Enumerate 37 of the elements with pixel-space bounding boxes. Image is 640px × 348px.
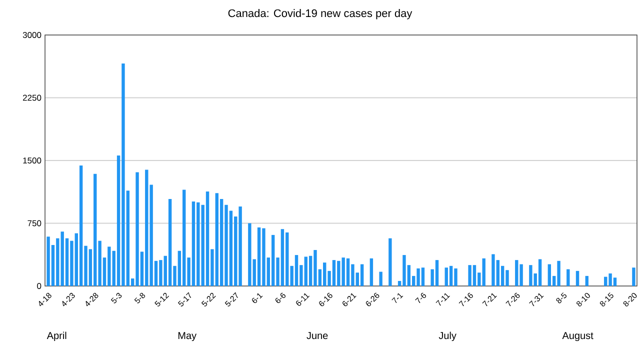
- y-tick-label: 3000: [22, 32, 42, 38]
- bar: [585, 276, 588, 286]
- bar: [360, 264, 364, 286]
- y-tick-label: 1500: [23, 157, 42, 164]
- y-tick-label: 0: [37, 282, 42, 289]
- x-tick-label: 7-1: [392, 293, 404, 304]
- bar: [576, 270, 580, 286]
- x-tick-label: 6-11: [296, 293, 310, 306]
- text: May: [178, 332, 197, 342]
- x-tick-label: 4-18: [38, 292, 52, 306]
- x-tick-label: 8-10: [576, 292, 590, 306]
- x-tick-label: 7-11: [436, 293, 450, 306]
- y-tick-label: 750: [28, 220, 42, 226]
- x-tick-label: 6-6: [275, 292, 286, 304]
- x-tick-label: 7-6: [415, 292, 426, 304]
- bar: [370, 258, 374, 286]
- bar: [632, 268, 636, 286]
- x-tick-label: 7-31: [529, 293, 544, 306]
- x-tick-label: 8-5: [556, 292, 567, 304]
- x-tick-label: 7-21: [482, 293, 497, 306]
- bar: [538, 259, 542, 286]
- y-tick-label: 2250: [22, 94, 42, 101]
- bar: [379, 272, 382, 286]
- text: July: [438, 332, 456, 342]
- chart-title: Canada: Covid-19 new cases per day: [228, 9, 412, 20]
- bar: [548, 264, 552, 286]
- x-tick-label: 8-20: [623, 292, 637, 306]
- x-tick-label: 4-28: [86, 292, 98, 306]
- x-tick-label: 5-8: [134, 292, 146, 304]
- x-tick-label: 6-21: [342, 293, 356, 306]
- text: April: [46, 332, 66, 342]
- text: August: [562, 332, 594, 342]
- bar: [566, 269, 570, 286]
- x-tick-label: 6-1: [252, 293, 263, 304]
- x-tick-label: 5-3: [110, 292, 122, 304]
- text: June: [306, 332, 328, 340]
- bar: [388, 238, 392, 286]
